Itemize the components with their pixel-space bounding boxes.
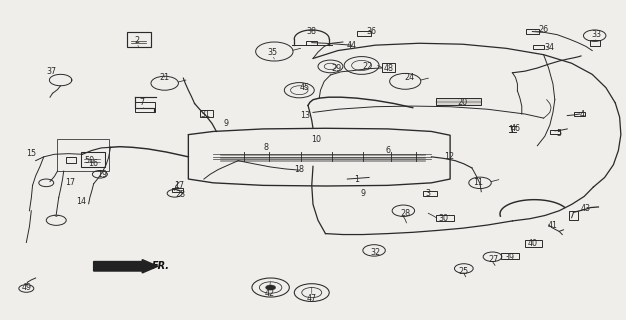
Text: 27: 27 <box>489 255 499 264</box>
Text: 14: 14 <box>76 197 86 206</box>
Text: 9: 9 <box>361 189 366 198</box>
Text: 35: 35 <box>267 48 277 57</box>
Text: 20: 20 <box>458 99 468 108</box>
Text: 45: 45 <box>300 83 310 92</box>
Text: 47: 47 <box>307 294 317 303</box>
Bar <box>357 31 371 36</box>
Text: 18: 18 <box>294 165 304 174</box>
Text: 24: 24 <box>404 73 414 82</box>
Text: 17: 17 <box>65 178 75 187</box>
Bar <box>200 110 213 117</box>
Text: 22: 22 <box>362 62 373 71</box>
Text: 12: 12 <box>444 152 454 161</box>
Text: 40: 40 <box>527 239 537 248</box>
Text: 21: 21 <box>160 73 170 82</box>
Text: 30: 30 <box>439 214 449 223</box>
Text: 37: 37 <box>46 67 56 76</box>
Bar <box>526 29 538 34</box>
Circle shape <box>265 285 275 290</box>
Text: 7: 7 <box>139 99 144 108</box>
Bar <box>135 102 155 112</box>
Text: 3: 3 <box>426 189 431 198</box>
Text: 26: 26 <box>538 25 548 35</box>
Text: 23: 23 <box>175 190 185 199</box>
Text: 28: 28 <box>400 209 410 219</box>
Text: 4: 4 <box>580 109 585 118</box>
Bar <box>525 240 542 247</box>
Text: 1: 1 <box>354 174 359 184</box>
Bar <box>58 140 108 171</box>
Text: 33: 33 <box>592 30 602 39</box>
Text: 32: 32 <box>370 248 381 257</box>
Text: 38: 38 <box>307 27 317 36</box>
Text: 42: 42 <box>264 289 274 298</box>
Text: 25: 25 <box>459 267 469 276</box>
Bar <box>568 212 578 220</box>
Text: FR.: FR. <box>152 261 170 271</box>
Text: 34: 34 <box>545 43 555 52</box>
Text: 49: 49 <box>21 283 31 292</box>
Bar <box>436 99 481 105</box>
Text: 43: 43 <box>581 204 591 213</box>
Bar <box>533 45 544 50</box>
Text: 29: 29 <box>332 63 342 73</box>
Text: 11: 11 <box>473 178 483 187</box>
Text: 2: 2 <box>135 36 140 44</box>
Bar <box>501 253 519 259</box>
Text: 50: 50 <box>85 156 95 164</box>
Text: 46: 46 <box>511 124 521 133</box>
Text: 10: 10 <box>311 135 321 144</box>
Text: 16: 16 <box>89 159 99 168</box>
Text: 44: 44 <box>347 41 357 50</box>
Bar <box>81 152 105 167</box>
Text: 15: 15 <box>26 149 36 158</box>
Bar <box>574 112 585 116</box>
Text: 5: 5 <box>557 129 562 138</box>
Bar <box>590 40 600 46</box>
Text: 13: 13 <box>300 111 310 120</box>
Text: 48: 48 <box>384 63 394 73</box>
Bar <box>172 188 183 192</box>
Text: 19: 19 <box>97 170 108 179</box>
Bar <box>550 130 560 134</box>
Bar <box>382 63 395 72</box>
Text: 17: 17 <box>174 181 184 190</box>
Text: 9: 9 <box>223 119 228 128</box>
FancyArrow shape <box>94 260 158 273</box>
Bar <box>66 157 76 163</box>
Bar <box>423 191 437 196</box>
Text: 39: 39 <box>505 253 515 262</box>
Text: 6: 6 <box>385 146 390 155</box>
Text: 41: 41 <box>548 220 558 229</box>
Bar <box>127 32 151 47</box>
Text: 8: 8 <box>264 143 269 152</box>
Bar <box>436 215 454 221</box>
Bar <box>306 41 317 44</box>
Text: 36: 36 <box>366 27 376 36</box>
Text: 31: 31 <box>201 109 211 118</box>
